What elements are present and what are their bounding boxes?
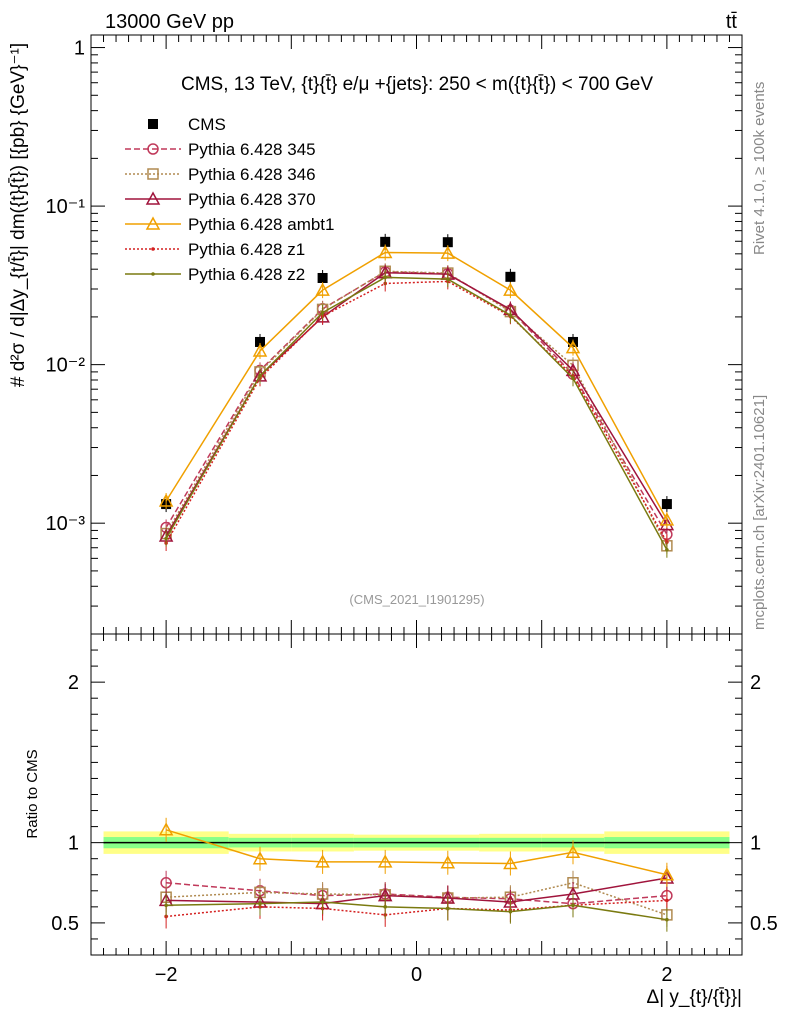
legend-label-p345: Pythia 6.428 345 xyxy=(188,140,316,159)
ratio-series-p346 xyxy=(160,870,673,927)
ratio-line-z2 xyxy=(166,901,667,921)
ratio-point-ambt1 xyxy=(440,855,456,869)
legend-marker-cms xyxy=(148,119,158,129)
ratio-point-ambt1 xyxy=(315,854,330,868)
data-point-z2 xyxy=(164,536,168,541)
ratio-point-ambt1 xyxy=(377,854,393,868)
ratio-point-z2 xyxy=(508,909,513,914)
ratio-ytick-label: 1 xyxy=(68,833,79,855)
legend: CMS Pythia 6.428 345 Pythia 6.428 346 Pythi… xyxy=(125,115,334,284)
ratio-panel: 0.5 0.5 1 1 2 2 −2 0 2 xyxy=(51,633,778,986)
ratio-line-ambt1 xyxy=(165,829,668,876)
main-ytick-label: 10⁻² xyxy=(46,355,86,377)
energy-label: 13000 GeV pp xyxy=(105,11,234,33)
data-point-cms xyxy=(255,336,266,347)
data-point-z2 xyxy=(383,275,388,280)
series-line-z2 xyxy=(165,276,668,551)
main-ytick-label: 10⁻¹ xyxy=(46,196,86,218)
data-point-cms xyxy=(661,499,672,510)
series-line-ambt1 xyxy=(165,251,668,521)
ratio-point-z2 xyxy=(258,901,262,906)
data-point-cms xyxy=(505,271,516,282)
series-line-p346 xyxy=(165,270,668,547)
ratio-ytick-label: 0.5 xyxy=(51,913,79,935)
legend-label-p346: Pythia 6.428 346 xyxy=(188,165,316,184)
series-line-p345 xyxy=(165,271,668,535)
site-label: mcplots.cern.ch [arXiv:2401.10621] xyxy=(751,395,768,630)
ratio-point-z2 xyxy=(164,903,168,908)
data-point-ambt1 xyxy=(252,343,268,357)
main-ylabel: # d²σ / d|Δy_{t/t̄}| dm({t}{t̄}) [{pb} {… xyxy=(8,43,29,387)
series-p370 xyxy=(158,264,675,545)
series-z2 xyxy=(164,269,669,558)
main-ytick-label: 10⁻³ xyxy=(46,513,86,535)
data-point-ambt1 xyxy=(503,282,518,296)
data-point-z2 xyxy=(508,313,513,318)
legend-label-p370: Pythia 6.428 370 xyxy=(188,190,316,209)
ratio-xlabel: Δ| y_{t}/{t̄}}| xyxy=(647,987,742,1008)
ratio-point-z2 xyxy=(320,900,325,904)
data-point-ambt1 xyxy=(659,512,675,526)
data-point-z2 xyxy=(258,374,262,378)
data-point-cms xyxy=(317,272,328,283)
legend-marker-z2 xyxy=(151,272,155,276)
ratio-ytick-label-right: 2 xyxy=(750,672,761,694)
ratio-line-p345 xyxy=(166,882,667,905)
legend-marker-p345 xyxy=(147,143,159,155)
legend-label-cms: CMS xyxy=(188,115,226,134)
ratio-line-p370 xyxy=(166,877,668,905)
data-point-cms xyxy=(380,236,391,247)
ratio-series-ambt1 xyxy=(158,817,675,887)
ratio-point-ambt1 xyxy=(659,867,675,881)
series-line-z1 xyxy=(165,280,668,544)
legend-label-z2: Pythia 6.428 z2 xyxy=(188,265,305,284)
series-p345 xyxy=(160,263,673,543)
legend-label-ambt1: Pythia 6.428 ambt1 xyxy=(188,215,334,234)
ratio-series-z2 xyxy=(164,890,669,932)
ratio-ytick-label-right: 1 xyxy=(750,833,761,855)
series-z1 xyxy=(164,273,669,551)
ratio-point-ambt1 xyxy=(158,822,174,836)
series-ambt1 xyxy=(158,244,675,528)
data-point-z2 xyxy=(445,277,450,281)
ratio-point-ambt1 xyxy=(565,844,581,859)
ratio-point-z2 xyxy=(665,917,669,922)
data-point-ambt1 xyxy=(377,244,393,259)
process-label: tt̄ xyxy=(726,11,738,33)
ratio-point-z2 xyxy=(571,903,575,908)
main-watermark: (CMS_2021_I1901295) xyxy=(349,592,484,607)
legend-label-z1: Pythia 6.428 z1 xyxy=(188,240,305,259)
data-point-z2 xyxy=(320,310,325,315)
data-point-ambt1 xyxy=(565,340,581,354)
ratio-point-ambt1 xyxy=(503,855,518,870)
data-point-ambt1 xyxy=(315,282,330,296)
ratio-point-ambt1 xyxy=(252,851,268,865)
legend-marker-p370 xyxy=(145,191,161,205)
ratio-xtick-label: −2 xyxy=(155,964,178,986)
ratio-point-z1 xyxy=(665,898,669,903)
legend-marker-ambt1 xyxy=(145,216,161,230)
ratio-point-z2 xyxy=(445,906,450,911)
rivet-label: Rivet 4.1.0, ≥ 100k events xyxy=(751,82,768,255)
ratio-ylabel: Ratio to CMS xyxy=(24,749,41,838)
ratio-line-p346 xyxy=(166,881,668,916)
data-point-cms xyxy=(442,237,453,248)
ratio-point-z2 xyxy=(383,905,388,909)
data-point-ambt1 xyxy=(158,493,174,507)
ratio-xtick-label: 0 xyxy=(411,964,422,986)
ratio-ytick-label-right: 0.5 xyxy=(750,913,778,935)
ratio-ytick-label: 2 xyxy=(68,672,79,694)
ratio-xtick-label: 2 xyxy=(661,964,672,986)
legend-marker-p346 xyxy=(147,168,159,180)
data-point-z2 xyxy=(665,547,669,552)
main-title: CMS, 13 TeV, {t}{t̄} e/μ +{jets}: 250 < … xyxy=(181,74,653,95)
legend-marker-z1 xyxy=(151,247,155,251)
data-point-z2 xyxy=(571,376,575,381)
data-point-ambt1 xyxy=(440,245,456,259)
main-panel: 10⁻³ 10⁻² 10⁻¹ 1 xyxy=(46,34,743,635)
main-ytick-label: 1 xyxy=(74,38,85,60)
